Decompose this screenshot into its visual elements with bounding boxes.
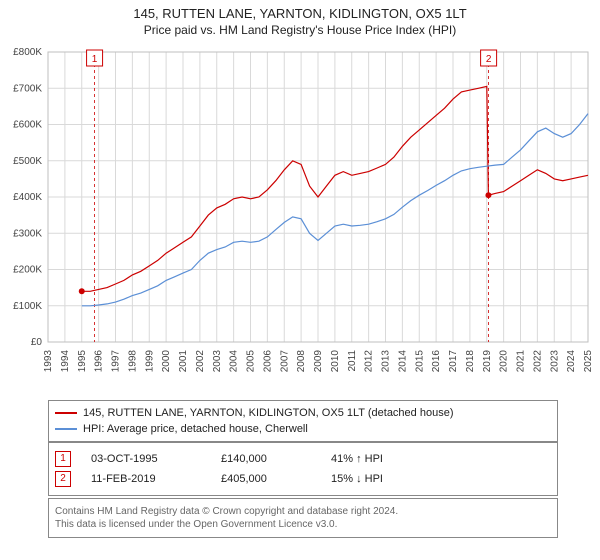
svg-text:£100K: £100K [13, 301, 42, 312]
legend-label: 145, RUTTEN LANE, YARNTON, KIDLINGTON, O… [83, 405, 453, 421]
title-address: 145, RUTTEN LANE, YARNTON, KIDLINGTON, O… [0, 6, 600, 21]
svg-text:2017: 2017 [448, 350, 459, 373]
footer-attribution: Contains HM Land Registry data © Crown c… [48, 498, 558, 538]
legend-swatch [55, 412, 77, 414]
svg-text:£700K: £700K [13, 83, 42, 94]
footer-line: Contains HM Land Registry data © Crown c… [55, 505, 551, 518]
svg-text:2012: 2012 [364, 350, 375, 373]
event-marker-icon: 2 [55, 471, 71, 487]
event-price: £140,000 [221, 449, 311, 469]
svg-text:£500K: £500K [13, 156, 42, 167]
svg-text:1994: 1994 [60, 350, 71, 373]
svg-text:£0: £0 [31, 337, 43, 348]
event-row: 2 11-FEB-2019 £405,000 15% ↓ HPI [55, 469, 551, 489]
svg-text:2000: 2000 [161, 350, 172, 373]
svg-text:£400K: £400K [13, 192, 42, 203]
svg-text:2: 2 [486, 54, 492, 65]
svg-text:2003: 2003 [212, 350, 223, 373]
footer-line: This data is licensed under the Open Gov… [55, 518, 551, 531]
svg-text:2007: 2007 [279, 350, 290, 373]
svg-text:2005: 2005 [246, 350, 257, 373]
svg-text:2018: 2018 [465, 350, 476, 373]
legend-row: 145, RUTTEN LANE, YARNTON, KIDLINGTON, O… [55, 405, 551, 421]
svg-text:2019: 2019 [482, 350, 493, 373]
svg-text:£800K: £800K [13, 47, 42, 58]
event-price: £405,000 [221, 469, 311, 489]
svg-text:2009: 2009 [313, 350, 324, 373]
svg-text:1995: 1995 [77, 350, 88, 373]
svg-text:1996: 1996 [94, 350, 105, 373]
event-delta: 15% ↓ HPI [331, 469, 451, 489]
svg-text:2014: 2014 [397, 350, 408, 373]
svg-text:2015: 2015 [414, 350, 425, 373]
svg-text:2020: 2020 [499, 350, 510, 373]
svg-text:£300K: £300K [13, 228, 42, 239]
root: 145, RUTTEN LANE, YARNTON, KIDLINGTON, O… [0, 0, 600, 560]
svg-text:2004: 2004 [229, 350, 240, 373]
svg-text:2002: 2002 [195, 350, 206, 373]
svg-text:1999: 1999 [144, 350, 155, 373]
event-marker-icon: 1 [55, 451, 71, 467]
svg-text:2023: 2023 [549, 350, 560, 373]
chart: £0 £100K £200K £300K £400K £500K £600K £700K £80… [0, 42, 600, 392]
svg-text:2010: 2010 [330, 350, 341, 373]
svg-text:1998: 1998 [127, 350, 138, 373]
svg-text:2001: 2001 [178, 350, 189, 373]
svg-text:2021: 2021 [516, 350, 527, 373]
event-date: 03-OCT-1995 [91, 449, 201, 469]
svg-text:2008: 2008 [296, 350, 307, 373]
svg-text:1997: 1997 [111, 350, 122, 373]
svg-text:2016: 2016 [431, 350, 442, 373]
svg-text:£200K: £200K [13, 265, 42, 276]
svg-text:£600K: £600K [13, 120, 42, 131]
title-block: 145, RUTTEN LANE, YARNTON, KIDLINGTON, O… [0, 0, 600, 37]
legend-label: HPI: Average price, detached house, Cher… [83, 421, 308, 437]
svg-text:1993: 1993 [43, 350, 54, 373]
legend: 145, RUTTEN LANE, YARNTON, KIDLINGTON, O… [48, 400, 558, 442]
event-date: 11-FEB-2019 [91, 469, 201, 489]
svg-text:1: 1 [92, 54, 98, 65]
legend-swatch [55, 428, 77, 430]
event-row: 1 03-OCT-1995 £140,000 41% ↑ HPI [55, 449, 551, 469]
svg-text:2025: 2025 [583, 350, 594, 373]
legend-row: HPI: Average price, detached house, Cher… [55, 421, 551, 437]
title-subtitle: Price paid vs. HM Land Registry's House … [0, 23, 600, 37]
svg-text:2006: 2006 [262, 350, 273, 373]
svg-text:2013: 2013 [381, 350, 392, 373]
svg-text:2022: 2022 [532, 350, 543, 373]
chart-svg: £0 £100K £200K £300K £400K £500K £600K £700K £80… [0, 42, 600, 392]
svg-text:2024: 2024 [566, 350, 577, 373]
svg-text:2011: 2011 [347, 350, 358, 372]
events-table: 1 03-OCT-1995 £140,000 41% ↑ HPI 2 11-FE… [48, 442, 558, 496]
event-delta: 41% ↑ HPI [331, 449, 451, 469]
